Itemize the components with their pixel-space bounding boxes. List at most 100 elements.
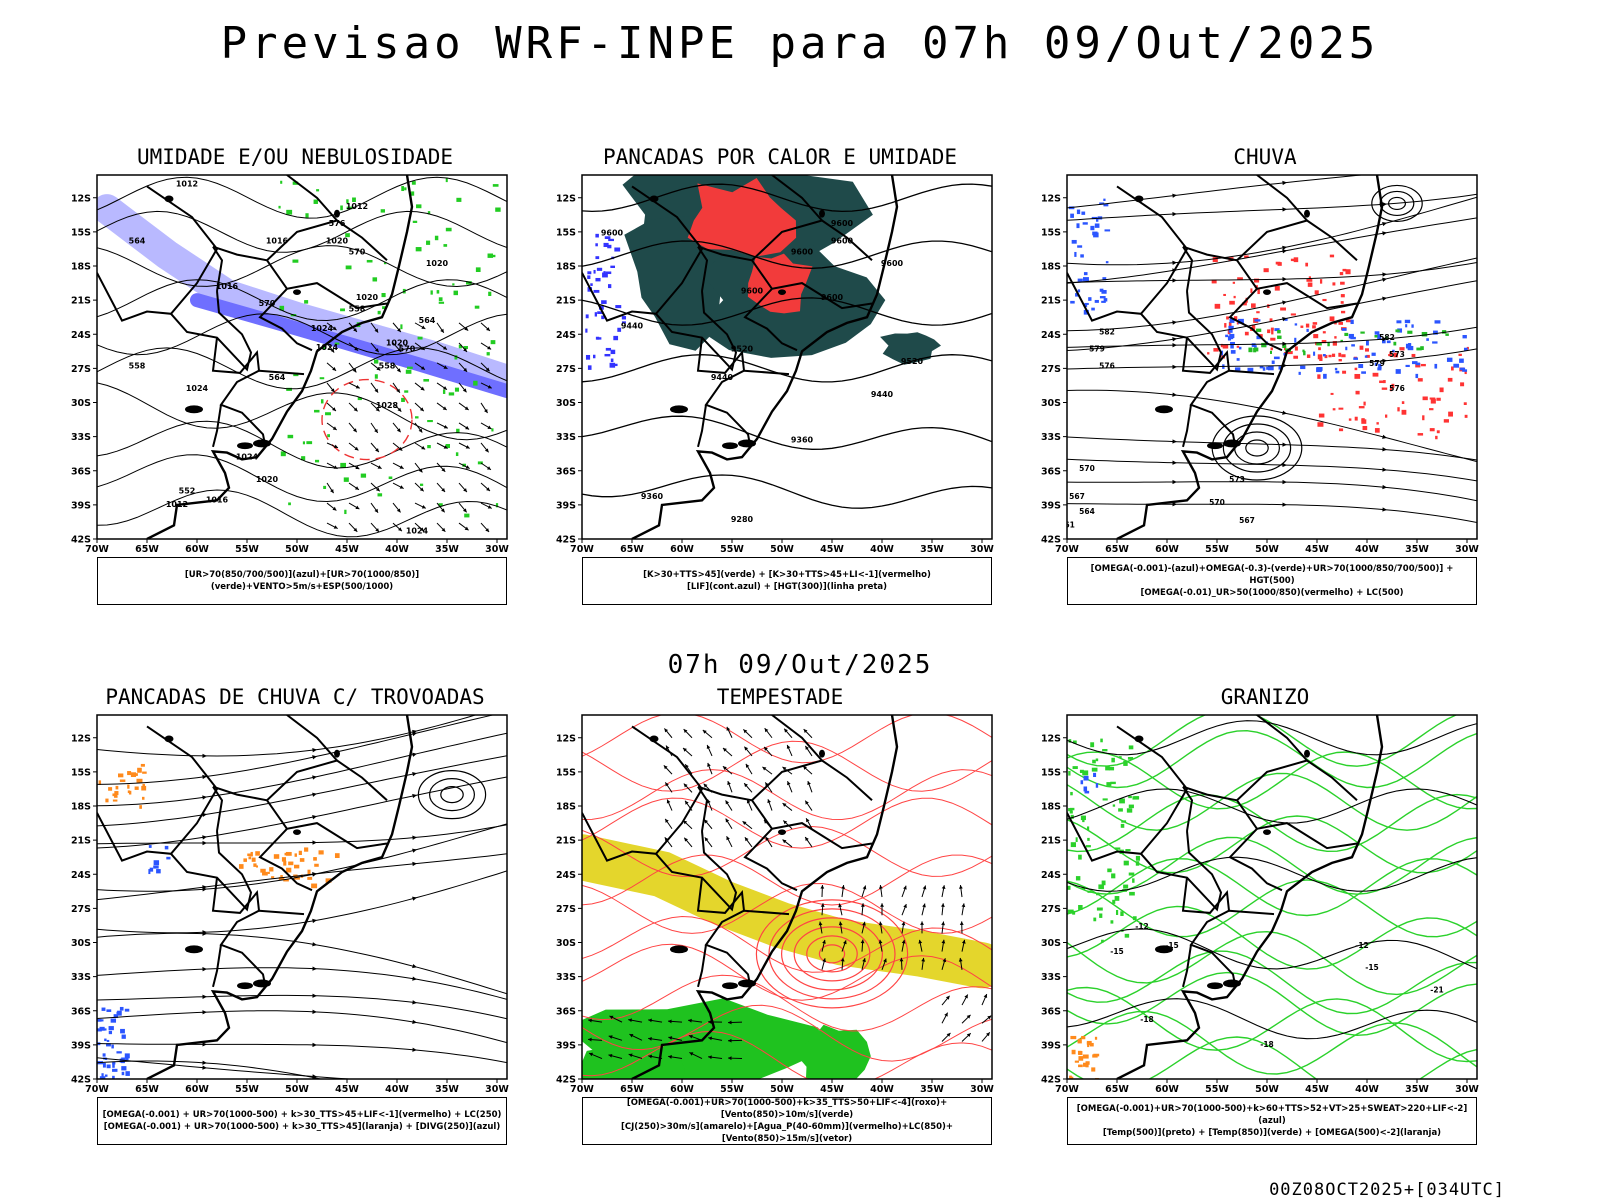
lat-tick-label: 15S [71, 227, 91, 238]
rain-red [1411, 353, 1416, 358]
storm-orange [105, 798, 109, 803]
rain-blue [1254, 319, 1261, 322]
humidity-low-speck [427, 420, 433, 423]
rain-red [1430, 398, 1436, 404]
lif-contour [595, 336, 600, 340]
wind-vector-head [465, 445, 470, 449]
wind-vector-head [807, 781, 811, 786]
humidity-low-speck [445, 177, 448, 183]
lon-tick-label: 35W [435, 1084, 459, 1095]
panel-title: GRANIZO [1220, 685, 1310, 709]
rain-blue [1358, 364, 1364, 369]
lon-tick-label: 40W [385, 544, 409, 555]
lat-tick-label: 15S [1041, 227, 1061, 238]
low-pressure-gyre [1371, 184, 1423, 223]
humidity-low-speck [438, 503, 443, 507]
lon-tick-label: 65W [135, 544, 159, 555]
wind-vector-head [628, 1018, 633, 1023]
country-border [212, 404, 222, 448]
legend-line: [OMEGA(-0.001) + UR>70(1000-500) + k>30_… [103, 1122, 501, 1132]
lc850-contour [582, 825, 992, 877]
lc850-contour [582, 740, 992, 792]
rain-blue [1228, 325, 1234, 329]
wind-vector-head [803, 729, 808, 733]
rain-red [1287, 351, 1293, 355]
humidity-low-speck [381, 293, 386, 298]
instability-area [880, 332, 941, 365]
wind-vector-head [396, 368, 401, 373]
humidity-low-speck [372, 277, 378, 282]
rain-blue [1230, 341, 1235, 345]
country-border [1228, 822, 1358, 892]
lake [1155, 945, 1173, 954]
lc850-gyre [768, 908, 896, 1000]
divergence-blue [120, 1028, 125, 1034]
rain-blue [1238, 346, 1242, 350]
wind-vector-head [880, 903, 884, 907]
rain-red [1340, 301, 1344, 304]
storm-orange [281, 857, 286, 862]
wind-vector-head [464, 326, 469, 331]
rain-blue [1459, 358, 1464, 363]
lake [1134, 735, 1144, 743]
rain-red [1250, 288, 1253, 293]
rain-blue [1103, 298, 1108, 302]
humidity-low-speck [346, 199, 349, 204]
rain-blue [1405, 343, 1409, 349]
wind-vector-head [352, 368, 357, 373]
lat-tick-label: 18S [556, 802, 576, 813]
lat-tick-label: 12S [71, 193, 91, 204]
wind-vector-head [464, 406, 469, 411]
divergence-blue [106, 1009, 112, 1012]
rain-red [1263, 268, 1269, 273]
streamline-arrow [1172, 193, 1177, 198]
storm-orange [142, 783, 145, 788]
lat-tick-label: 42S [71, 535, 91, 546]
rain-red [1358, 406, 1365, 409]
temp850-speck [1128, 804, 1134, 809]
lif-contour [594, 312, 598, 317]
humidity-low-speck [288, 502, 291, 506]
humidity-low-speck [373, 359, 379, 364]
lon-tick-label: 50W [1255, 1084, 1279, 1095]
streamline [1067, 175, 1368, 209]
lat-tick-label: 39S [1041, 500, 1061, 511]
temp850-speck [1070, 814, 1074, 819]
rain-blue [1238, 318, 1244, 324]
rain-red [1236, 345, 1240, 348]
wind-vector-head [418, 428, 423, 433]
lon-tick-label: 60W [185, 1084, 209, 1095]
temp850-speck [1114, 896, 1120, 901]
storm-orange [142, 771, 147, 774]
lon-tick-label: 55W [235, 1084, 259, 1095]
rain-blue [1274, 328, 1280, 332]
wind-vector-head [332, 367, 337, 371]
rain-red [1354, 416, 1358, 421]
country-border [1181, 337, 1236, 445]
lon-tick-label: 50W [770, 1084, 794, 1095]
humidity-low-speck [492, 184, 499, 187]
lat-tick-label: 24S [71, 870, 91, 881]
divergence-blue [121, 1057, 126, 1061]
high-pressure-gyre [1245, 439, 1269, 457]
lon-tick-label: 70W [85, 1084, 109, 1095]
rain-red [1251, 303, 1256, 308]
rain-red [1361, 419, 1367, 424]
lon-tick-label: 55W [720, 544, 744, 555]
contour-label: 9360 [791, 435, 814, 444]
contour-label: 558 [379, 361, 396, 370]
rain-red [1211, 279, 1217, 284]
temp850-speck [1135, 855, 1141, 861]
lon-tick-label: 30W [970, 544, 994, 555]
lake [185, 945, 203, 954]
contour-label: 570 [1209, 498, 1225, 507]
rain-green [1282, 343, 1287, 349]
wind-vector-head [420, 366, 425, 370]
rain-red [1422, 396, 1428, 401]
rain-red [1305, 323, 1310, 328]
rain-red [1443, 419, 1449, 423]
lif-contour [585, 354, 591, 360]
lif-contour [602, 272, 608, 278]
rain-red [1290, 313, 1296, 316]
lake [649, 735, 659, 743]
